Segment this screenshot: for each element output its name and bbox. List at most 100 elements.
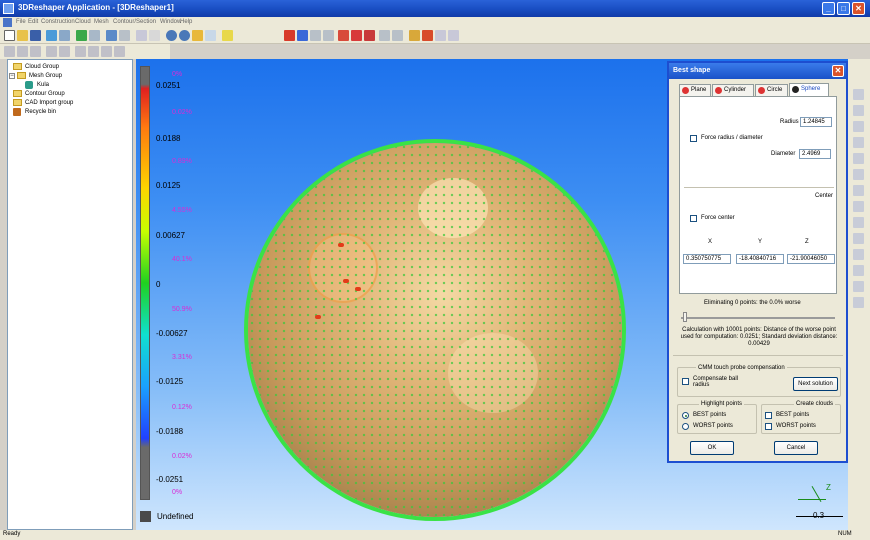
side-tool-icon[interactable] [853,185,864,196]
force-radius-checkbox[interactable] [690,135,697,142]
view-icon[interactable] [205,30,216,41]
measure-icon[interactable] [310,30,321,41]
window-icon[interactable] [119,30,130,41]
best-points-checkbox[interactable] [765,412,772,419]
center-x-field[interactable]: 0.350750775 [683,254,731,264]
light-icon[interactable] [192,30,203,41]
scale-value: -0.0125 [156,377,184,386]
side-tool-icon[interactable] [853,281,864,292]
menu-contour-section[interactable]: Contour/Section [113,19,157,25]
worst-points-label: WORST points [693,423,733,429]
scale-value: -0.0251 [156,475,184,484]
new-icon[interactable] [4,30,15,41]
side-tool-icon[interactable] [853,217,864,228]
side-tool-icon[interactable] [853,297,864,308]
menu-edit[interactable]: Edit [28,19,39,25]
scale-percent: 50.9% [172,306,192,313]
cut-icon[interactable] [101,46,112,57]
paint-icon[interactable] [409,30,420,41]
sphere-mesh[interactable] [248,143,622,517]
menu-help[interactable]: Help [180,19,193,25]
align-icon[interactable] [59,46,70,57]
menu-cloud[interactable]: Cloud [75,19,91,25]
best-points-radio[interactable] [682,412,689,419]
help-icon[interactable] [222,30,233,41]
zoom-in-icon[interactable] [166,30,177,41]
worst-points-radio[interactable] [682,423,689,430]
eliminate-slider-track[interactable] [681,317,835,319]
line-tool-icon[interactable] [284,30,295,41]
select-icon[interactable] [4,46,15,57]
save-icon[interactable] [30,30,41,41]
grid-icon[interactable] [379,30,390,41]
menu-mesh[interactable]: Mesh [94,19,109,25]
side-tool-icon[interactable] [853,137,864,148]
center-y-field[interactable]: -18.40840716 [736,254,784,264]
menu-window[interactable]: Window [160,19,182,25]
best-shape-dialog: Best shape ✕ Plane Cylinder Circle Spher… [667,61,848,463]
dialog-close-button[interactable]: ✕ [832,65,844,77]
import-icon[interactable] [46,30,57,41]
copy-icon[interactable] [88,46,99,57]
force-center-checkbox[interactable] [690,215,697,222]
minimize-button[interactable]: _ [822,2,835,15]
side-tool-icon[interactable] [853,169,864,180]
side-tool-icon[interactable] [853,89,864,100]
menu-file[interactable]: File [16,19,26,25]
open-icon[interactable] [17,30,28,41]
polyline-icon[interactable] [364,30,375,41]
side-tool-icon[interactable] [853,233,864,244]
diameter-field[interactable]: 2.4969 [799,149,831,159]
side-tool-icon[interactable] [853,265,864,276]
x-label: X [708,239,713,245]
app-icon [3,3,14,14]
side-tool-icon[interactable] [853,121,864,132]
move-icon[interactable] [17,46,28,57]
undo-icon[interactable] [136,30,147,41]
zoom-out-icon[interactable] [179,30,190,41]
tab-cylinder[interactable]: Cylinder [712,84,754,96]
pick-icon[interactable] [351,30,362,41]
best-points-label: BEST points [693,412,727,418]
side-tool-icon[interactable] [853,249,864,260]
eliminate-slider[interactable] [683,312,687,322]
points-icon[interactable] [338,30,349,41]
collapse-icon[interactable]: − [9,73,15,79]
redo-icon[interactable] [149,30,160,41]
settings-icon[interactable] [435,30,446,41]
worst-points-checkbox[interactable] [765,423,772,430]
z-label: Z [805,239,809,245]
close-button[interactable]: ✕ [852,2,865,15]
maximize-button[interactable]: □ [837,2,850,15]
mesh-tool-icon[interactable] [89,30,100,41]
compensate-checkbox[interactable] [682,378,689,385]
section-icon[interactable] [323,30,334,41]
side-tool-icon[interactable] [853,201,864,212]
cloud-tool-icon[interactable] [76,30,87,41]
mirror-icon[interactable] [75,46,86,57]
brush-icon[interactable] [422,30,433,41]
scale-value: 0.0125 [156,181,181,190]
menu-construction[interactable]: Construction [41,19,75,25]
center-z-field[interactable]: -21.90046050 [787,254,835,264]
tab-sphere[interactable]: Sphere [789,83,829,96]
side-tool-icon[interactable] [853,105,864,116]
options-icon[interactable] [448,30,459,41]
next-solution-button[interactable]: Next solution [793,377,838,391]
rotate-icon[interactable] [30,46,41,57]
ok-button[interactable]: OK [690,441,734,455]
side-tool-icon[interactable] [853,153,864,164]
scale-icon[interactable] [46,46,57,57]
folder-icon [13,63,22,70]
tab-circle[interactable]: Circle [755,84,788,96]
radius-field[interactable]: 1.24845 [800,117,832,127]
layer-icon[interactable] [106,30,117,41]
tab-plane[interactable]: Plane [679,84,711,96]
cancel-button[interactable]: Cancel [774,441,818,455]
arrow-tool-icon[interactable] [297,30,308,41]
create-clouds-label: Create clouds [794,401,836,407]
scale-percent: 4.55% [172,207,192,214]
export-icon[interactable] [59,30,70,41]
filter-icon[interactable] [392,30,403,41]
delete-icon[interactable] [114,46,125,57]
